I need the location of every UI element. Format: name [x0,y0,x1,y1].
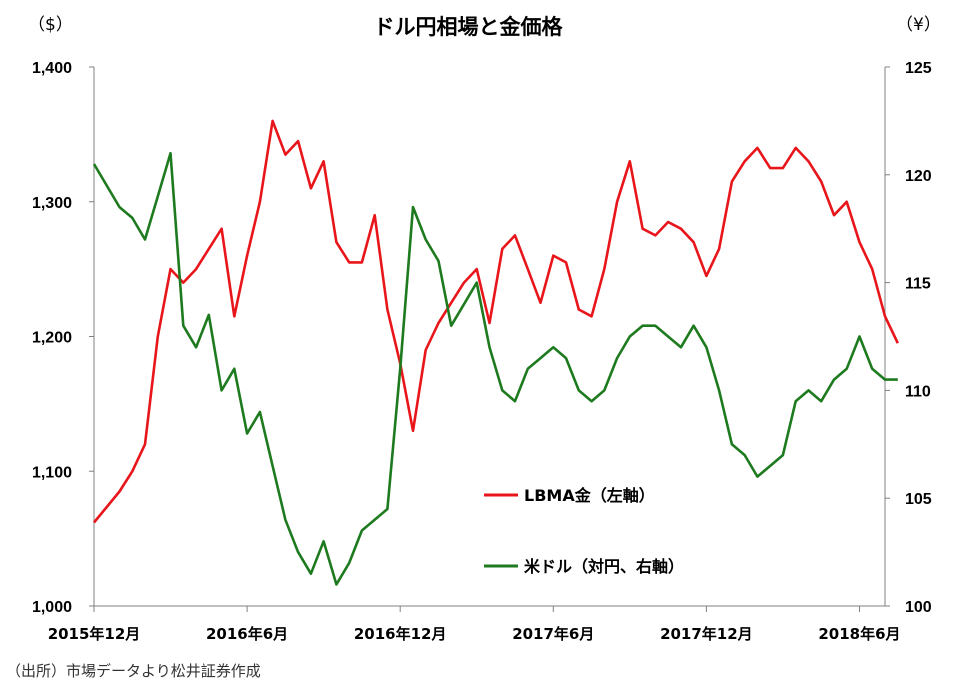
legend-label-usdjpy: 米ドル（対円、右軸） [524,557,684,576]
series-line-usdjpy [92,151,898,586]
right-axis-ticks: 100 105 110 115 120 125 [885,60,932,616]
series-lines [92,119,899,586]
left-axis-ticks: 1,000 1,100 1,200 1,300 1,400 [32,60,94,616]
left-tick-label: 1,200 [32,330,72,347]
right-tick-label: 110 [905,383,931,400]
right-axis-unit: （¥） [896,15,941,35]
left-tick-label: 1,000 [32,599,72,616]
right-tick-label: 120 [905,168,932,185]
right-tick-label: 100 [905,599,932,616]
x-tick-label: 2017年6月 [512,625,594,643]
chart-title: ドル円相場と金価格 [374,15,564,39]
legend: LBMA金（左軸） 米ドル（対円、右軸） [484,486,684,576]
x-tick-label: 2016年12月 [354,625,447,643]
x-tick-label: 2018年6月 [818,625,900,643]
left-tick-label: 1,100 [32,464,72,481]
right-tick-label: 125 [905,60,932,77]
left-tick-label: 1,300 [32,195,72,212]
legend-label-gold: LBMA金（左軸） [524,486,655,505]
x-tick-label: 2015年12月 [48,625,141,643]
left-tick-label: 1,400 [32,60,72,77]
x-tick-label: 2017年12月 [660,625,753,643]
series-line-gold [92,119,899,524]
source-note: （出所）市場データより松井証券作成 [6,662,261,680]
left-axis-unit: （$） [28,15,73,35]
right-tick-label: 105 [905,491,932,508]
x-tick-label: 2016年6月 [206,625,288,643]
x-axis-ticks: 2015年12月 2016年6月 2016年12月 2017年6月 2017年12月 20… [48,606,901,643]
right-tick-label: 115 [905,276,931,293]
